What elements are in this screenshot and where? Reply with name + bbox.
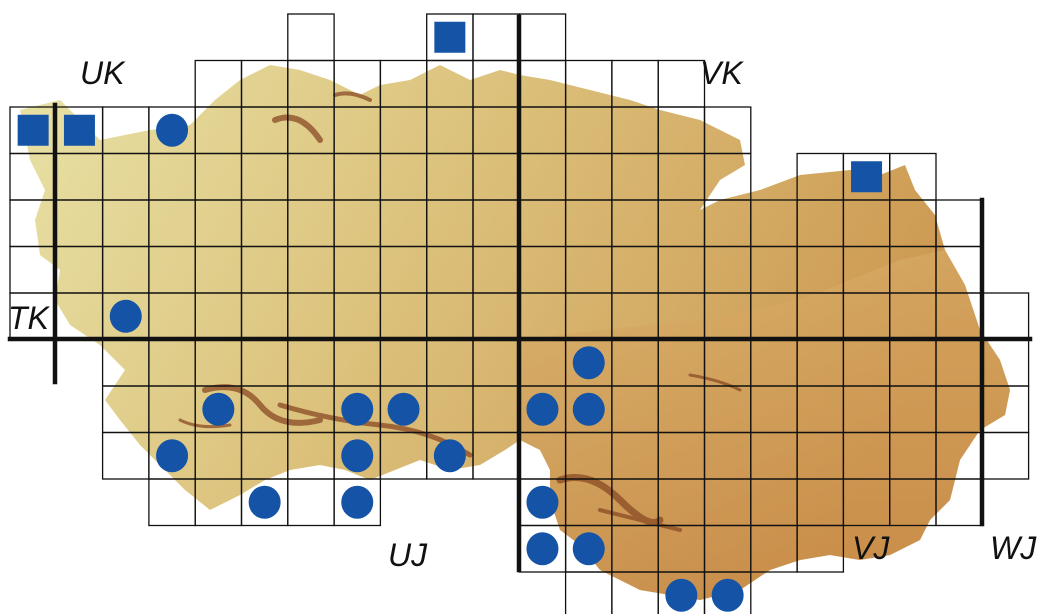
zone-label-uj: UJ: [388, 537, 428, 573]
grid-cell: [981, 292, 1030, 341]
zone-label-vk: VK: [700, 55, 744, 91]
circle-marker: [156, 439, 189, 473]
circle-marker: [572, 392, 605, 426]
circle-marker: [202, 392, 235, 426]
grid-cell: [333, 478, 382, 527]
circle-marker: [526, 532, 559, 566]
grid-cell: [564, 571, 613, 614]
circle-marker: [341, 485, 374, 519]
grid-cell: [472, 13, 520, 62]
circle-marker: [341, 392, 374, 426]
square-marker: [434, 21, 466, 53]
circle-marker: [341, 439, 374, 473]
circle-marker: [433, 439, 466, 473]
circle-marker: [526, 392, 559, 426]
square-marker: [851, 161, 883, 193]
grid-cell: [935, 199, 983, 248]
grid-cell: [287, 13, 335, 62]
circle-marker: [109, 299, 142, 333]
circle-marker: [665, 578, 698, 612]
circle-marker: [711, 578, 744, 612]
grid-cell: [981, 431, 1030, 480]
circle-marker: [572, 532, 605, 566]
circle-marker: [526, 485, 559, 519]
occurrence-markers: [17, 21, 883, 612]
circle-marker: [387, 392, 420, 426]
zone-label-uk: UK: [80, 55, 126, 91]
grid-cell: [796, 524, 845, 573]
zone-label-wj: WJ: [990, 530, 1037, 566]
zone-label-vj: VJ: [852, 530, 890, 566]
square-marker: [17, 114, 49, 146]
grid-cell: [657, 59, 706, 108]
circle-marker: [156, 113, 189, 147]
square-marker: [63, 114, 95, 146]
zone-label-tk: TK: [8, 300, 51, 336]
grid-cell: [703, 571, 752, 614]
mountain-ridges: [178, 91, 742, 532]
grid-cell: [518, 13, 567, 62]
circle-marker: [572, 346, 605, 380]
grid-cell: [287, 478, 335, 527]
circle-marker: [248, 485, 281, 519]
zone-boundaries: [7, 14, 1033, 573]
